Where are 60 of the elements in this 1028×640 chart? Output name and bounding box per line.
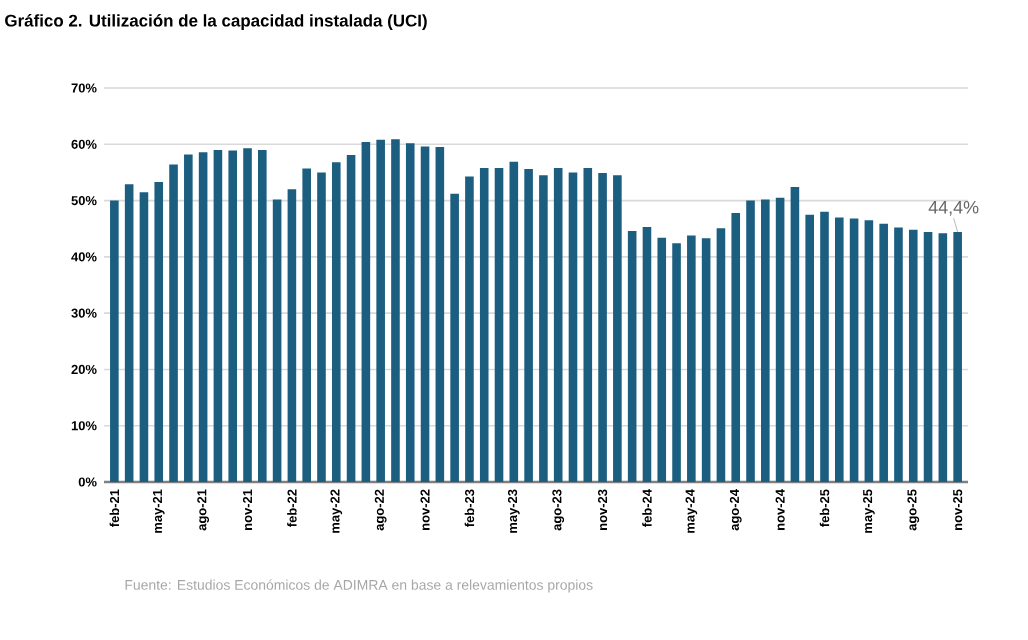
bar [583,167,593,482]
bar [761,199,770,482]
bar [110,200,119,482]
chart-title: Gráfico 2. Utilización de la capacidad instalada (UCI) [5,14,427,30]
bar [198,152,208,482]
bar [613,175,622,482]
bar [642,227,652,482]
bar [228,150,238,482]
bar [420,146,430,482]
bar [243,148,252,482]
bar [184,154,193,482]
bar [790,187,800,482]
bar [479,167,489,482]
bar [465,176,474,482]
bar [213,149,223,482]
bar [701,238,711,482]
bar [509,161,519,482]
bar [258,149,267,482]
bar [775,197,785,482]
bar [849,218,859,482]
bar [716,228,726,482]
bar [302,168,311,482]
bar [272,199,282,482]
bar [494,167,504,482]
bar [287,189,297,482]
bar [731,212,741,482]
bar [169,164,178,482]
bar [746,200,755,482]
bar [391,139,400,482]
bar [627,230,637,482]
bar [568,172,578,482]
bar [139,192,149,482]
bar [598,173,607,482]
bar [317,172,326,482]
bar [938,233,948,482]
bar [124,184,134,482]
bar [524,169,533,482]
bar [923,232,933,482]
bar [450,193,459,482]
bar [331,162,341,482]
bar [820,211,829,482]
bar [864,220,874,482]
bar [834,217,844,482]
bar [154,182,164,482]
bar [879,223,888,482]
bar [346,154,356,482]
bar [405,143,415,482]
bar [672,243,681,482]
bar [376,139,385,482]
bar [553,167,563,482]
bar [805,214,814,482]
bar [657,237,667,482]
bar [894,227,903,482]
bar [908,229,918,482]
bar [687,235,696,482]
bar [361,142,371,482]
bar [539,175,548,482]
bar [435,147,445,482]
annotation: 44,4% [928,200,979,216]
bar [953,232,962,482]
